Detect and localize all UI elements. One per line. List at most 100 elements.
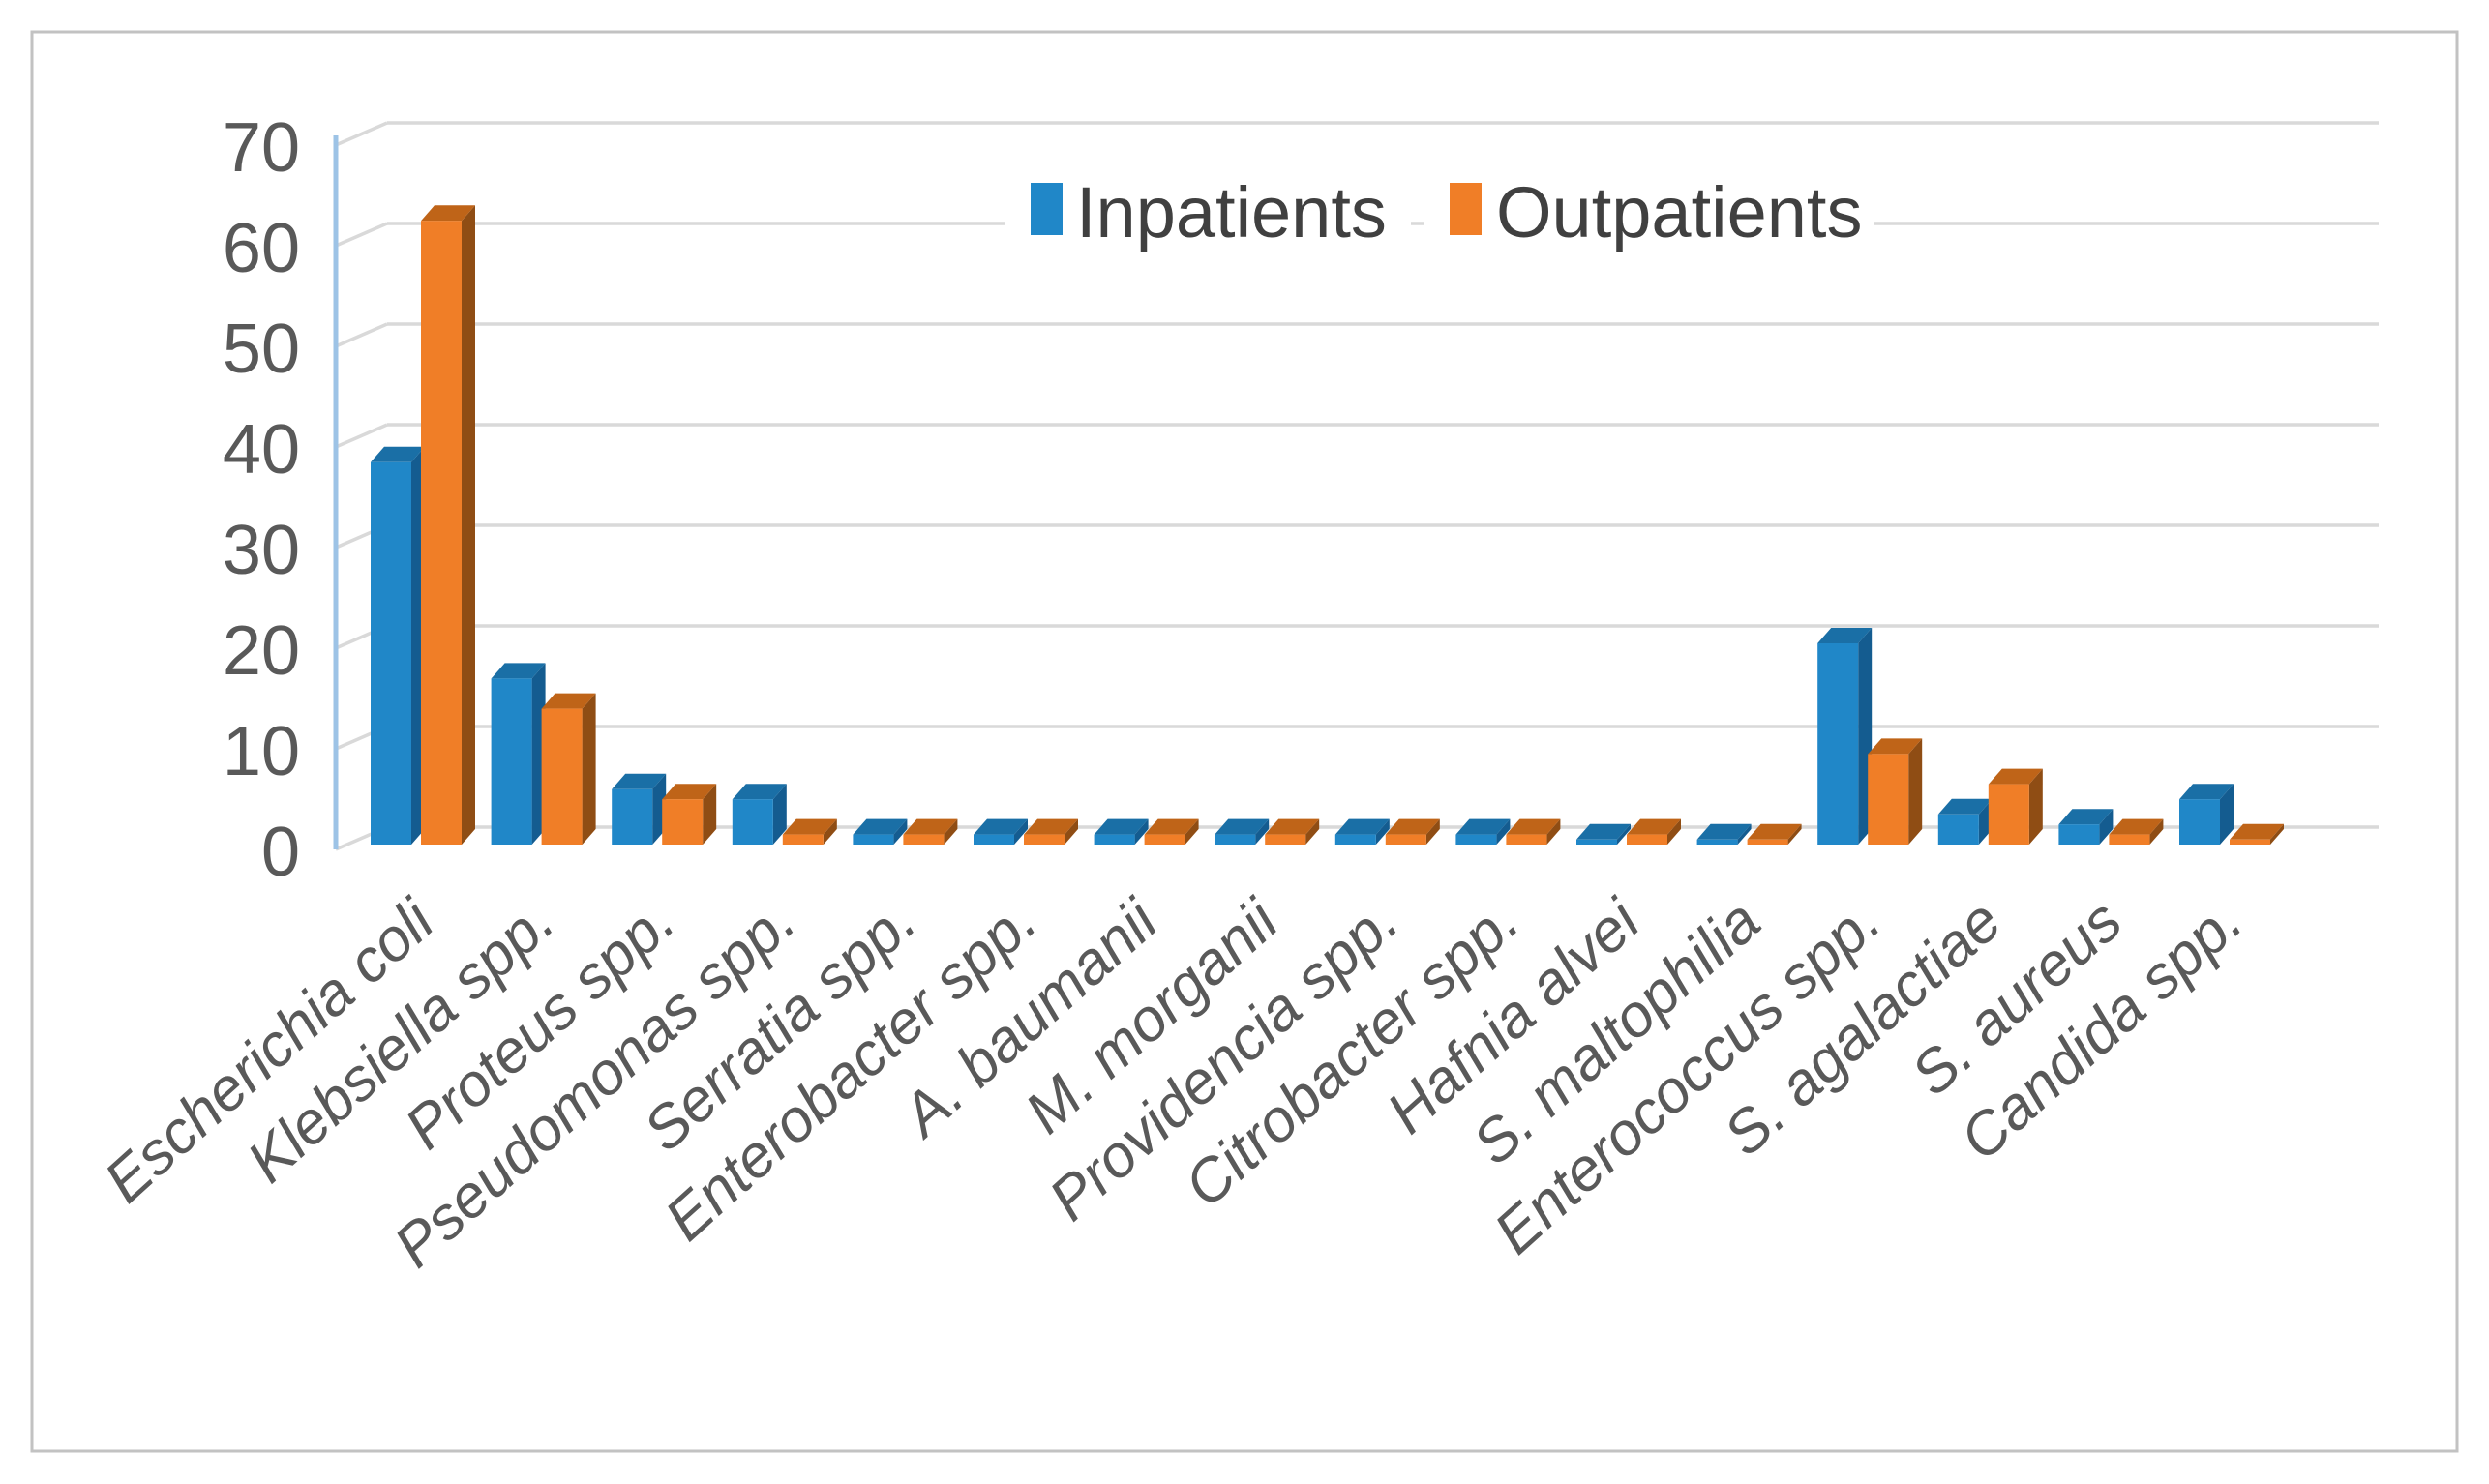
bar-front-face bbox=[1576, 839, 1617, 845]
bar-inpatients-pseudomonas-spp bbox=[732, 784, 787, 845]
bar-outpatients-s-agalactiae bbox=[1988, 768, 2043, 845]
bar-top-face bbox=[491, 663, 546, 679]
bar-side-face bbox=[1375, 818, 1390, 845]
gridline-depth-stub bbox=[335, 121, 388, 147]
y-axis: 0 10 20 30 40 50 60 70 bbox=[223, 109, 339, 891]
bar-top-face bbox=[1696, 823, 1752, 840]
bar-front-face bbox=[1817, 643, 1859, 845]
bar-top-face bbox=[1627, 818, 1681, 835]
y-tick-label-40: 40 bbox=[223, 411, 300, 489]
bar-side-face bbox=[1787, 823, 1802, 845]
bar-top-face bbox=[1385, 818, 1440, 835]
bar-outpatients-enterococcus-spp bbox=[1868, 738, 1923, 845]
bar-side-face bbox=[1908, 738, 1923, 845]
bar-side-face bbox=[1305, 818, 1320, 845]
bar-front-face bbox=[1094, 834, 1135, 845]
bar-inpatients-proteus-spp bbox=[612, 773, 667, 845]
bar-front-face bbox=[853, 834, 894, 845]
legend-label-inpatients: Inpatients bbox=[1076, 172, 1387, 252]
bar-outpatients-hafnia-alvei bbox=[1627, 818, 1681, 845]
bar-side-face bbox=[2149, 818, 2164, 845]
bar-side-face bbox=[1496, 818, 1511, 845]
y-tick-label-50: 50 bbox=[223, 311, 300, 388]
bar-top-face bbox=[1024, 818, 1078, 835]
bar-front-face bbox=[974, 834, 1014, 845]
bar-top-face bbox=[371, 446, 425, 462]
bar-inpatients-citrobacter-spp bbox=[1455, 818, 1511, 845]
bar-top-face bbox=[1455, 818, 1511, 835]
bar-front-face bbox=[1627, 834, 1667, 845]
bar-side-face bbox=[1617, 823, 1631, 845]
bar-outpatients-a-baumanii bbox=[1144, 818, 1199, 845]
bar-front-face bbox=[491, 678, 532, 845]
bar-inpatients-s-maltophilia bbox=[1696, 823, 1752, 845]
bar-top-face bbox=[2230, 823, 2284, 840]
bar-front-face bbox=[612, 788, 653, 845]
bar-top-face bbox=[1817, 628, 1873, 643]
gridlines bbox=[335, 121, 2379, 851]
bar-inpatients-hafnia-alvei bbox=[1576, 823, 1631, 845]
bar-top-face bbox=[1215, 818, 1270, 835]
bar-inpatients-serratia-spp bbox=[853, 818, 908, 845]
legend-item-outpatients: Outpatients bbox=[1424, 153, 1874, 261]
bar-side-face bbox=[462, 205, 475, 845]
bar-top-face bbox=[903, 818, 958, 835]
bar-inpatients-escherichia-coli bbox=[371, 446, 425, 845]
bar-side-face bbox=[2270, 823, 2284, 845]
bar-front-face bbox=[2179, 799, 2220, 845]
bar-front-face bbox=[1696, 839, 1738, 845]
legend-item-bg bbox=[1424, 153, 1874, 261]
bar-top-face bbox=[2109, 818, 2164, 835]
legend-swatch-outpatients bbox=[1450, 183, 1482, 235]
bar-front-face bbox=[1747, 839, 1788, 845]
bar-side-face bbox=[2099, 809, 2114, 845]
y-tick-label-10: 10 bbox=[223, 713, 300, 790]
bar-inpatients-a-baumanii bbox=[1094, 818, 1149, 845]
bar-outpatients-s-aureus bbox=[2109, 818, 2164, 845]
bar-side-face bbox=[2220, 784, 2234, 845]
bar-top-face bbox=[1988, 768, 2043, 785]
gridline-depth-stub bbox=[335, 222, 388, 248]
bar-side-face bbox=[1667, 818, 1681, 845]
bar-inpatients-klebsiella-spp bbox=[491, 663, 546, 845]
bar-top-face bbox=[1576, 823, 1631, 840]
bar-side-face bbox=[944, 818, 958, 845]
y-tick-label-30: 30 bbox=[223, 512, 300, 589]
bar-front-face bbox=[371, 461, 411, 845]
bar-side-face bbox=[1255, 818, 1270, 845]
bar-outpatients-serratia-spp bbox=[903, 818, 958, 845]
bar-inpatients-candida-spp bbox=[2179, 784, 2234, 845]
bar-outpatients-escherichia-coli bbox=[421, 205, 475, 845]
y-tick-label-60: 60 bbox=[223, 210, 300, 287]
bar-top-face bbox=[612, 773, 667, 789]
bar-front-face bbox=[782, 834, 824, 845]
bar-outpatients-citrobacter-spp bbox=[1506, 818, 1561, 845]
bar-front-face bbox=[1144, 834, 1185, 845]
bar-front-face bbox=[1215, 834, 1256, 845]
bar-side-face bbox=[1546, 818, 1561, 845]
bar-top-face bbox=[853, 818, 908, 835]
bar-front-face bbox=[1988, 784, 2029, 845]
bar-side-face bbox=[703, 784, 717, 845]
bar-outpatients-m-morganii bbox=[1265, 818, 1320, 845]
bar-front-face bbox=[1265, 834, 1306, 845]
bar-side-face bbox=[1014, 818, 1028, 845]
bar-top-face bbox=[1868, 738, 1923, 755]
bar-inpatients-s-agalactiae bbox=[1937, 798, 1993, 845]
bar-front-face bbox=[421, 221, 462, 845]
bar-top-face bbox=[662, 784, 717, 800]
bar-top-face bbox=[1747, 823, 1802, 840]
bar-top-face bbox=[2179, 784, 2234, 800]
bar-front-face bbox=[1024, 834, 1065, 845]
bar-top-face bbox=[1265, 818, 1320, 835]
bar-side-face bbox=[2028, 768, 2043, 845]
bar-top-face bbox=[2058, 809, 2114, 825]
bar-inpatients-m-morganii bbox=[1215, 818, 1270, 845]
bar-side-face bbox=[582, 693, 596, 845]
bar-side-face bbox=[1425, 818, 1440, 845]
y-tick-label-0: 0 bbox=[261, 814, 300, 891]
bar-top-face bbox=[1094, 818, 1149, 835]
bar-outpatients-candida-spp bbox=[2230, 823, 2284, 845]
